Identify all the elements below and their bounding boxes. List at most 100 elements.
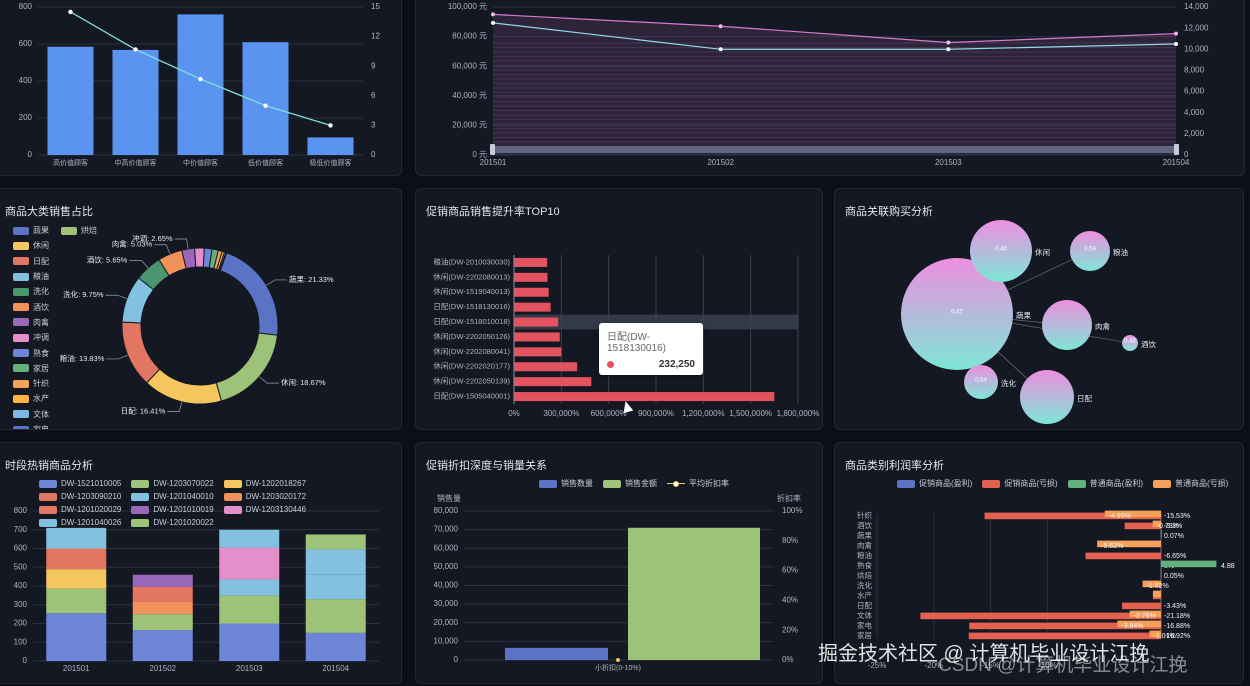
y-category-label: 烘焙 [857, 570, 872, 580]
chart-tooltip: 日配(DW-1518130016) 232,250 [599, 323, 703, 375]
label-leader [266, 279, 287, 286]
legend-item[interactable]: 肉禽 [13, 315, 103, 330]
bar [920, 612, 1161, 620]
legend-item[interactable]: 酒饮 [13, 299, 103, 314]
y-category-label: 休闲(DW-2202080041) [433, 346, 510, 356]
legend-swatch [131, 492, 150, 501]
legend-item[interactable]: 烘焙 [61, 223, 97, 238]
line-point [718, 47, 723, 52]
x-tick-label: 201503 [935, 158, 962, 167]
y-category-label: 粮油(DW-2010030030) [433, 256, 510, 266]
legend-item[interactable]: 熟食 [13, 345, 103, 360]
legend-label: 休闲 [33, 241, 49, 251]
legend-label: DW-1203130446 [245, 505, 307, 514]
legend-item[interactable]: 粮油 [13, 269, 103, 284]
legend-item[interactable]: 蔬果 [13, 223, 103, 238]
legend-item[interactable]: DW-1201020022 [131, 518, 214, 527]
legend-item[interactable]: DW-1201020029 [39, 505, 121, 514]
legend-item[interactable]: 冲调 [13, 330, 103, 345]
legend-item-normal-profit: 普通商品(盈利) [1067, 478, 1143, 489]
customer-segment-chart: 0 200 400 600 800 0 3 6 9 12 15 高价值顾客 中高价值顾客 中价值顾客 低价值… [19, 2, 381, 167]
bar-label: -16.92% [1164, 633, 1190, 640]
legend-item[interactable]: 针织 [13, 376, 103, 391]
bubble [1122, 335, 1138, 351]
stack-segment [46, 613, 107, 661]
y-right-tick: 0% [782, 655, 794, 664]
bar [1097, 540, 1161, 548]
legend-label: 酒饮 [33, 302, 49, 312]
panel-monthly-trend: 0 元 20,000 元 40,000 元 60,000 元 80,000 元 100,0… [415, 0, 1245, 176]
legend-item-sales-amount: 销售金额 [603, 478, 657, 489]
slice-label: 粮油: 13.83% [60, 353, 105, 363]
legend-swatch [13, 318, 29, 327]
donut-slice [219, 252, 279, 336]
legend-item[interactable]: 日配 [13, 254, 103, 269]
legend-label: DW-1201020022 [153, 518, 214, 527]
x-tick-label: 201501 [63, 664, 90, 673]
legend-item[interactable]: 洗化 [13, 284, 103, 299]
legend-swatch [39, 505, 57, 514]
y-category-label: 酒饮 [857, 520, 872, 530]
legend-swatch [13, 379, 29, 388]
bar [1117, 620, 1161, 628]
y-category-label: 文体 [857, 610, 872, 620]
bar-label: -3.43% [1164, 603, 1186, 610]
bubble [970, 220, 1032, 282]
legend-swatch [223, 505, 242, 514]
y-right-tick: 0 [1184, 150, 1189, 159]
tooltip-value: 232,250 [658, 359, 695, 370]
bubble-value: 0.48 [1124, 339, 1136, 345]
bar [514, 377, 592, 387]
bar [1142, 580, 1161, 588]
y-right-tick: 4,000 [1184, 108, 1205, 117]
discount-chart: 销售量 折扣率 0 10,000 20,000 30,000 40,000 50,000 60,… [434, 493, 803, 672]
legend-item[interactable]: DW-1203090210 [39, 492, 121, 501]
legend-item-avg-discount: 平均折扣率 [667, 478, 729, 489]
legend-swatch [223, 479, 242, 488]
legend-label: DW-1203020172 [245, 492, 307, 501]
legend-label: 水产 [33, 394, 49, 404]
x-tick-label: -15% [981, 661, 1000, 670]
y-left-tick: 10,000 [434, 636, 459, 645]
x-tick-label: 600,000% [591, 409, 627, 418]
area-point [718, 24, 723, 29]
legend-item[interactable]: 家电 [13, 422, 103, 429]
slice-label: 洗化: 9.75% [63, 289, 104, 299]
tooltip-label: 日配(DW-1518130016) [607, 332, 666, 354]
y-tick-label: 700 [14, 525, 28, 534]
stack-segment [219, 547, 280, 580]
line-point [491, 20, 495, 25]
legend-item[interactable]: 休闲 [13, 238, 103, 253]
legend-item[interactable]: 家居 [13, 361, 103, 376]
line-point [68, 9, 73, 15]
legend-swatch [39, 492, 57, 501]
y-right-tick: 6,000 [1184, 87, 1205, 96]
legend-item[interactable]: 文体 [13, 407, 103, 422]
discount-point [616, 658, 620, 662]
legend-swatch [223, 492, 242, 501]
x-tick-label: 1,500,000% [729, 409, 772, 418]
x-tick-label: 低价值顾客 [248, 158, 283, 167]
legend-item[interactable]: DW-1201040026 [39, 518, 121, 527]
stack-segment [132, 630, 193, 661]
line-point [1174, 42, 1178, 46]
legend-item[interactable]: DW-1521010005 [39, 479, 121, 488]
y-tick-label: 800 [14, 506, 28, 515]
legend-item[interactable]: DW-1201040010 [131, 492, 214, 501]
watermark-csdn: CSDN @计算机毕业设计江挽 [938, 655, 1188, 676]
zoom-handle-right [1174, 144, 1179, 155]
legend-item[interactable]: DW-1202018267 [223, 479, 306, 488]
legend-label: DW-1201010019 [153, 505, 214, 514]
legend-item[interactable]: DW-1201010019 [131, 505, 214, 514]
bar [177, 14, 224, 156]
legend-item[interactable]: DW-1203130446 [223, 505, 307, 514]
legend-item[interactable]: DW-1203070022 [131, 479, 214, 488]
legend-item[interactable]: 水产 [13, 391, 103, 406]
legend-swatch [131, 518, 150, 527]
bubble-label: 日配 [1077, 394, 1093, 403]
x-tick-label: 201504 [1163, 158, 1190, 167]
legend-swatch [13, 394, 29, 403]
legend-swatch [39, 479, 57, 488]
legend-item[interactable]: DW-1203020172 [223, 492, 307, 501]
y-tick-label: 500 [14, 562, 28, 571]
